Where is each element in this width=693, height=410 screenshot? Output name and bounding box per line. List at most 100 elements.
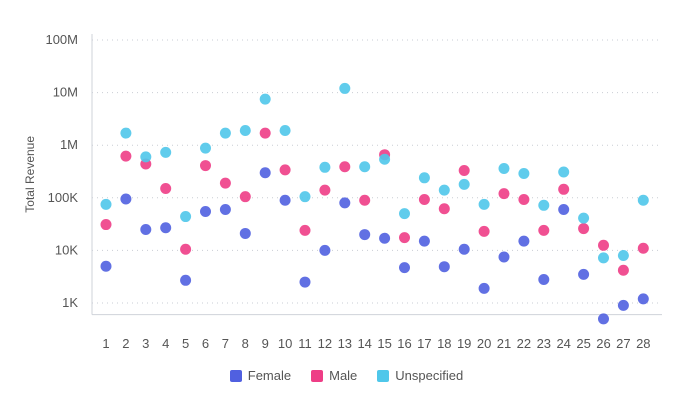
y-tick-label: 100M — [45, 32, 78, 47]
x-tick-label: 21 — [497, 336, 511, 351]
y-tick-label: 100K — [48, 190, 79, 205]
legend-item-female[interactable]: Female — [229, 368, 292, 383]
point-male — [319, 184, 331, 196]
y-axis-title: Total Revenue — [23, 136, 37, 213]
point-unspecified — [498, 163, 510, 175]
point-unspecified — [100, 198, 112, 210]
point-female — [458, 243, 470, 255]
point-female — [219, 203, 231, 215]
x-tick-label: 26 — [596, 336, 610, 351]
point-unspecified — [558, 166, 570, 178]
point-male — [478, 225, 490, 237]
point-male — [399, 232, 410, 244]
legend-label: Male — [329, 368, 358, 383]
point-unspecified — [299, 191, 311, 203]
point-male — [637, 242, 649, 254]
x-tick-label: 10 — [278, 336, 292, 351]
point-male — [200, 160, 211, 172]
point-unspecified — [379, 153, 391, 165]
grid-lines — [92, 39, 662, 304]
point-male — [558, 183, 570, 195]
point-unspecified — [359, 161, 371, 173]
x-tick-label: 9 — [262, 336, 269, 351]
point-male — [617, 264, 629, 276]
point-unspecified — [259, 93, 271, 105]
chart-legend: Female Male Unspecified — [0, 368, 693, 383]
point-female — [558, 203, 570, 215]
y-tick-label: 10K — [55, 242, 78, 257]
x-tick-label: 16 — [397, 336, 411, 351]
x-tick-label: 18 — [437, 336, 451, 351]
x-tick-label: 19 — [457, 336, 471, 351]
point-unspecified — [239, 125, 251, 137]
point-unspecified — [160, 146, 172, 158]
point-male — [239, 191, 251, 203]
x-tick-label: 8 — [242, 336, 249, 351]
point-unspecified — [518, 167, 530, 179]
point-female — [498, 251, 510, 263]
x-axis: 1 2 3 4 5 6 7 8 9 10 11 12 13 14 15 16 17 18 19 20 21 22 23 24 2… — [102, 336, 650, 351]
legend-swatch — [311, 369, 324, 382]
point-male — [578, 223, 590, 235]
point-female — [180, 274, 192, 286]
point-female — [279, 194, 291, 206]
x-tick-label: 22 — [517, 336, 531, 351]
point-male — [180, 243, 192, 255]
x-tick-label: 2 — [122, 336, 129, 351]
legend-label: Unspecified — [395, 368, 464, 383]
point-male — [498, 188, 510, 200]
point-male — [219, 177, 231, 189]
x-tick-label: 7 — [222, 336, 229, 351]
point-unspecified — [478, 198, 490, 210]
point-female — [120, 193, 132, 205]
point-female — [379, 232, 391, 244]
point-female — [418, 235, 430, 247]
x-tick-label: 5 — [182, 336, 189, 351]
point-female — [399, 262, 410, 274]
point-male — [259, 127, 271, 139]
x-tick-label: 13 — [338, 336, 352, 351]
point-female — [578, 268, 590, 280]
point-male — [359, 194, 371, 206]
legend-swatch — [229, 369, 242, 382]
x-tick-label: 1 — [102, 336, 109, 351]
point-unspecified — [140, 151, 152, 163]
point-unspecified — [399, 208, 410, 220]
point-male — [100, 219, 112, 231]
point-female — [478, 282, 490, 294]
legend-item-unspecified[interactable]: Unspecified — [377, 368, 463, 383]
point-unspecified — [617, 249, 629, 261]
point-unspecified — [120, 127, 132, 139]
point-male — [458, 165, 470, 177]
legend-swatch — [377, 369, 390, 382]
point-female — [598, 313, 609, 325]
x-tick-label: 28 — [636, 336, 650, 351]
point-female — [538, 273, 550, 285]
legend-item-male[interactable]: Male — [311, 368, 357, 383]
point-female — [319, 244, 331, 256]
point-female — [200, 205, 211, 217]
point-male — [279, 164, 291, 176]
point-unspecified — [458, 178, 470, 190]
point-unspecified — [598, 252, 609, 264]
point-male — [299, 224, 311, 236]
point-female — [339, 197, 351, 209]
x-tick-label: 23 — [537, 336, 551, 351]
y-tick-label: 1M — [60, 137, 78, 152]
point-unspecified — [319, 161, 331, 173]
x-tick-label: 6 — [202, 336, 209, 351]
y-tick-label: 1K — [62, 295, 78, 310]
x-tick-label: 12 — [318, 336, 332, 351]
legend-label: Female — [247, 368, 292, 383]
point-female — [637, 293, 649, 305]
point-unspecified — [538, 199, 550, 211]
x-tick-label: 20 — [477, 336, 491, 351]
x-tick-label: 15 — [377, 336, 391, 351]
point-female — [299, 276, 311, 288]
point-female — [259, 167, 271, 179]
point-unspecified — [578, 212, 590, 224]
point-male — [598, 239, 609, 251]
x-tick-label: 4 — [162, 336, 169, 351]
x-tick-label: 14 — [357, 336, 371, 351]
